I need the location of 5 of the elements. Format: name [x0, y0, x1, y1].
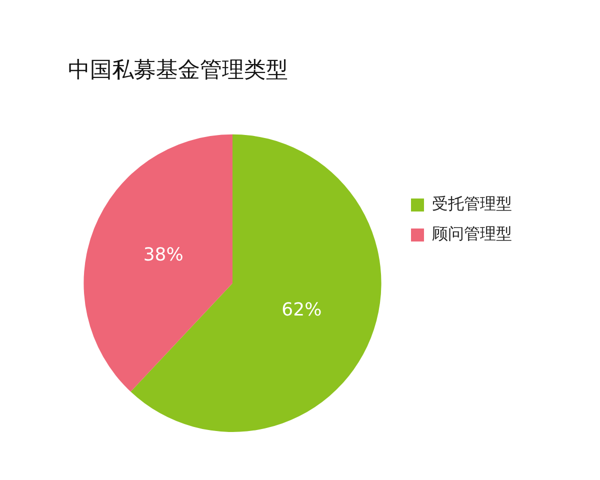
chart-title: 中国私募基金管理类型	[68, 58, 288, 83]
data-label: 62%	[282, 299, 322, 320]
legend-label: 受托管理型	[432, 194, 512, 214]
legend-label: 顾问管理型	[432, 224, 512, 244]
data-label: 38%	[143, 244, 184, 266]
